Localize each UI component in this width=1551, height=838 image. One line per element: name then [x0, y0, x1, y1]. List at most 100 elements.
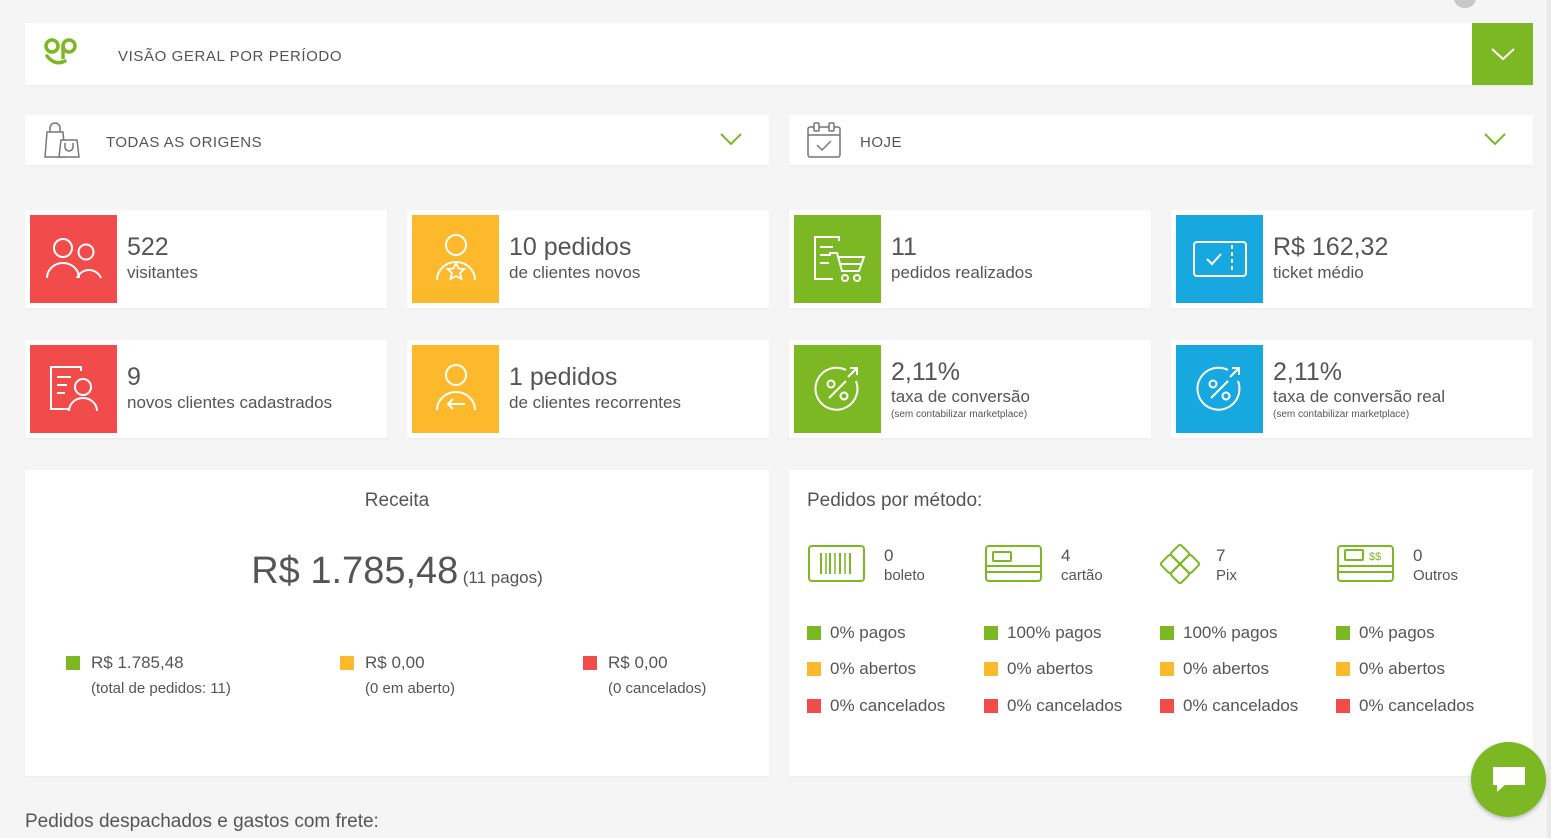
- stat-label: visitantes: [127, 263, 198, 282]
- stat-value: 2,11%: [1273, 358, 1343, 386]
- status-swatch: [984, 662, 998, 676]
- stat-label: de clientes novos: [509, 263, 641, 282]
- status-text: 0% abertos: [830, 659, 916, 678]
- chevron-down-icon: [1484, 133, 1506, 146]
- stat-label: de clientes recorrentes: [509, 393, 681, 412]
- chat-button[interactable]: [1471, 742, 1546, 817]
- stat-card-real-conversion-rate: 2,11% taxa de conversão real (sem contab…: [1171, 340, 1533, 438]
- revenue-title: Receita: [364, 490, 430, 511]
- page-title: VISÃO GERAL POR PERÍODO: [118, 48, 343, 65]
- stat-card-recurring-customer-orders: 1 pedidos de clientes recorrentes: [407, 340, 769, 438]
- method-count: 7: [1216, 546, 1226, 565]
- chevron-down-icon: [1490, 48, 1515, 61]
- collapse-toggle-button[interactable]: [1472, 23, 1533, 85]
- stat-note: (sem contabilizar marketplace): [1273, 409, 1410, 420]
- stat-value: 9: [127, 363, 141, 391]
- status-swatch: [807, 626, 821, 640]
- overview-header: VISÃO GERAL POR PERÍODO: [25, 23, 1533, 85]
- legend-swatch: [340, 656, 354, 670]
- money-card-icon-text: $$: [1369, 551, 1381, 563]
- method-label: cartão: [1061, 567, 1103, 584]
- status-swatch: [1160, 699, 1174, 713]
- stat-note: (sem contabilizar marketplace): [891, 409, 1028, 420]
- status-text: 0% pagos: [830, 623, 906, 642]
- user-return-icon: [435, 364, 476, 411]
- period-filter-label: HOJE: [860, 134, 903, 151]
- credit-card-icon: [985, 545, 1042, 582]
- top-indicator: [1454, 0, 1476, 8]
- status-text: 0% abertos: [1359, 659, 1445, 678]
- legend-value: R$ 0,00: [608, 653, 668, 672]
- ticket-check-icon: [1192, 241, 1247, 277]
- stat-card-conversion-rate: 2,11% taxa de conversão (sem contabiliza…: [789, 340, 1151, 438]
- stat-label: novos clientes cadastrados: [127, 393, 333, 412]
- method-count: 4: [1061, 546, 1071, 565]
- revenue-total-value: R$ 1.785,48: [251, 550, 459, 592]
- dispatch-section-title: Pedidos despachados e gastos com frete:: [25, 811, 379, 832]
- legend-caption: (0 em aberto): [365, 680, 456, 697]
- stat-value: 522: [127, 233, 169, 261]
- stat-icon-box: [412, 345, 499, 433]
- status-text: 100% pagos: [1007, 623, 1102, 642]
- status-swatch: [1160, 626, 1174, 640]
- user-star-icon: [435, 234, 476, 281]
- shopping-bags-icon: [44, 122, 80, 158]
- stat-card-average-ticket: R$ 162,32 ticket médio: [1171, 210, 1533, 308]
- revenue-total: R$ 1.785,48 (11 pagos): [25, 550, 769, 593]
- stat-icon-box: [30, 215, 117, 303]
- orders-by-method-title: Pedidos por método:: [807, 490, 983, 511]
- barcode-icon: [808, 545, 865, 582]
- status-text: 0% cancelados: [1359, 696, 1475, 715]
- chat-icon: [1492, 766, 1525, 792]
- revenue-panel: Receita R$ 1.785,48 (11 pagos) R$ 1.785,…: [25, 470, 769, 776]
- status-text: 0% abertos: [1183, 659, 1269, 678]
- cart-list-icon: [813, 236, 865, 282]
- legend-caption: (0 cancelados): [608, 680, 707, 697]
- orders-by-method-panel: Pedidos por método: 0 boleto 4 cartão: [789, 470, 1533, 776]
- status-text: 0% pagos: [1359, 623, 1435, 642]
- stat-card-visitors: 522 visitantes: [25, 210, 387, 308]
- method-label: boleto: [884, 567, 925, 584]
- stat-label: pedidos realizados: [891, 263, 1033, 282]
- stat-card-orders: 11 pedidos realizados: [789, 210, 1151, 308]
- stat-icon-box: [30, 345, 117, 433]
- status-swatch: [807, 662, 821, 676]
- money-card-icon: $$: [1337, 545, 1394, 582]
- status-text: 0% abertos: [1007, 659, 1093, 678]
- method-label: Outros: [1413, 567, 1459, 584]
- status-swatch: [1336, 626, 1350, 640]
- legend-caption: (total de pedidos: 11): [91, 680, 231, 697]
- status-swatch: [984, 699, 998, 713]
- stat-icon-box: [794, 345, 881, 433]
- status-text: 0% cancelados: [1183, 696, 1299, 715]
- status-text: 100% pagos: [1183, 623, 1278, 642]
- status-swatch: [807, 699, 821, 713]
- stat-card-new-customers: 9 novos clientes cadastrados: [25, 340, 387, 438]
- stat-value: 1 pedidos: [509, 363, 618, 391]
- stat-icon-box: [412, 215, 499, 303]
- method-count: 0: [1413, 546, 1423, 565]
- scrollbar[interactable]: [1547, 0, 1551, 838]
- origin-filter-dropdown[interactable]: TODAS AS ORIGENS: [25, 115, 769, 165]
- percent-conversion-icon: [814, 366, 858, 411]
- stat-value: R$ 162,32: [1273, 233, 1389, 261]
- method-count: 0: [884, 546, 894, 565]
- chevron-down-icon: [720, 133, 742, 146]
- stat-value: 11: [891, 233, 917, 261]
- stat-card-new-customer-orders: 10 pedidos de clientes novos: [407, 210, 769, 308]
- status-swatch: [1336, 662, 1350, 676]
- status-text: 0% cancelados: [1007, 696, 1123, 715]
- revenue-paid-count: (11 pagos): [462, 568, 543, 587]
- status-swatch: [1160, 662, 1174, 676]
- period-filter-dropdown[interactable]: HOJE: [789, 115, 1533, 165]
- stat-label: ticket médio: [1273, 263, 1364, 282]
- legend-value: R$ 0,00: [365, 653, 425, 672]
- users-icon: [45, 238, 102, 279]
- op-logo-icon: [44, 38, 77, 65]
- stat-value: 10 pedidos: [509, 233, 632, 261]
- legend-swatch: [583, 656, 597, 670]
- legend-swatch: [66, 656, 80, 670]
- stat-icon-box: [1176, 215, 1263, 303]
- method-label: Pix: [1216, 567, 1237, 584]
- pix-icon: [1160, 543, 1201, 585]
